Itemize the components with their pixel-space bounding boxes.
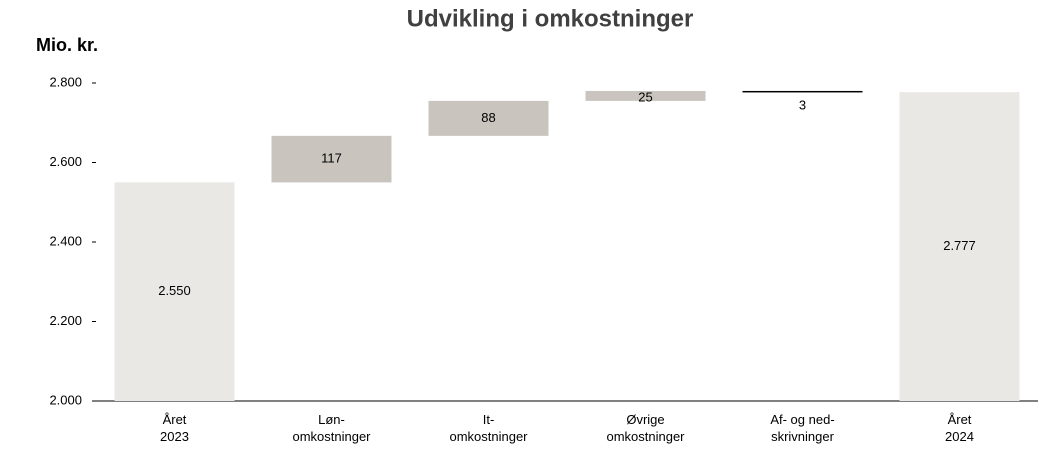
data-label: 2.550 — [158, 283, 191, 298]
x-tick-label: Af- og ned-skrivninger — [770, 412, 834, 444]
y-tick-label: 2.600 — [49, 154, 82, 169]
data-label: 117 — [321, 151, 342, 166]
x-tick-label: It-omkostninger — [449, 412, 528, 444]
y-axis-label: Mio. kr. — [36, 35, 98, 55]
chart-title: Udvikling i omkostninger — [407, 5, 694, 32]
bar — [114, 182, 235, 401]
x-tick-label: Øvrige omkostninger — [606, 412, 685, 444]
y-tick-label: 2.400 — [49, 233, 82, 248]
bar — [899, 92, 1020, 401]
x-tick-label: Året 2023 — [160, 412, 189, 444]
y-tick-label: 2.200 — [49, 313, 82, 328]
bar — [271, 135, 392, 183]
y-tick-label: 2.000 — [49, 392, 82, 407]
x-tick-label: Løn-omkostninger — [292, 412, 371, 444]
data-label: 2.777 — [943, 238, 976, 253]
y-tick-label: 2.800 — [49, 74, 82, 89]
x-tick-label: Året 2024 — [945, 412, 974, 444]
data-label: 3 — [799, 98, 806, 113]
data-label: 25 — [638, 89, 652, 104]
bar — [742, 90, 863, 93]
bar — [585, 90, 706, 101]
data-label: 88 — [481, 110, 495, 125]
bar — [428, 100, 549, 136]
